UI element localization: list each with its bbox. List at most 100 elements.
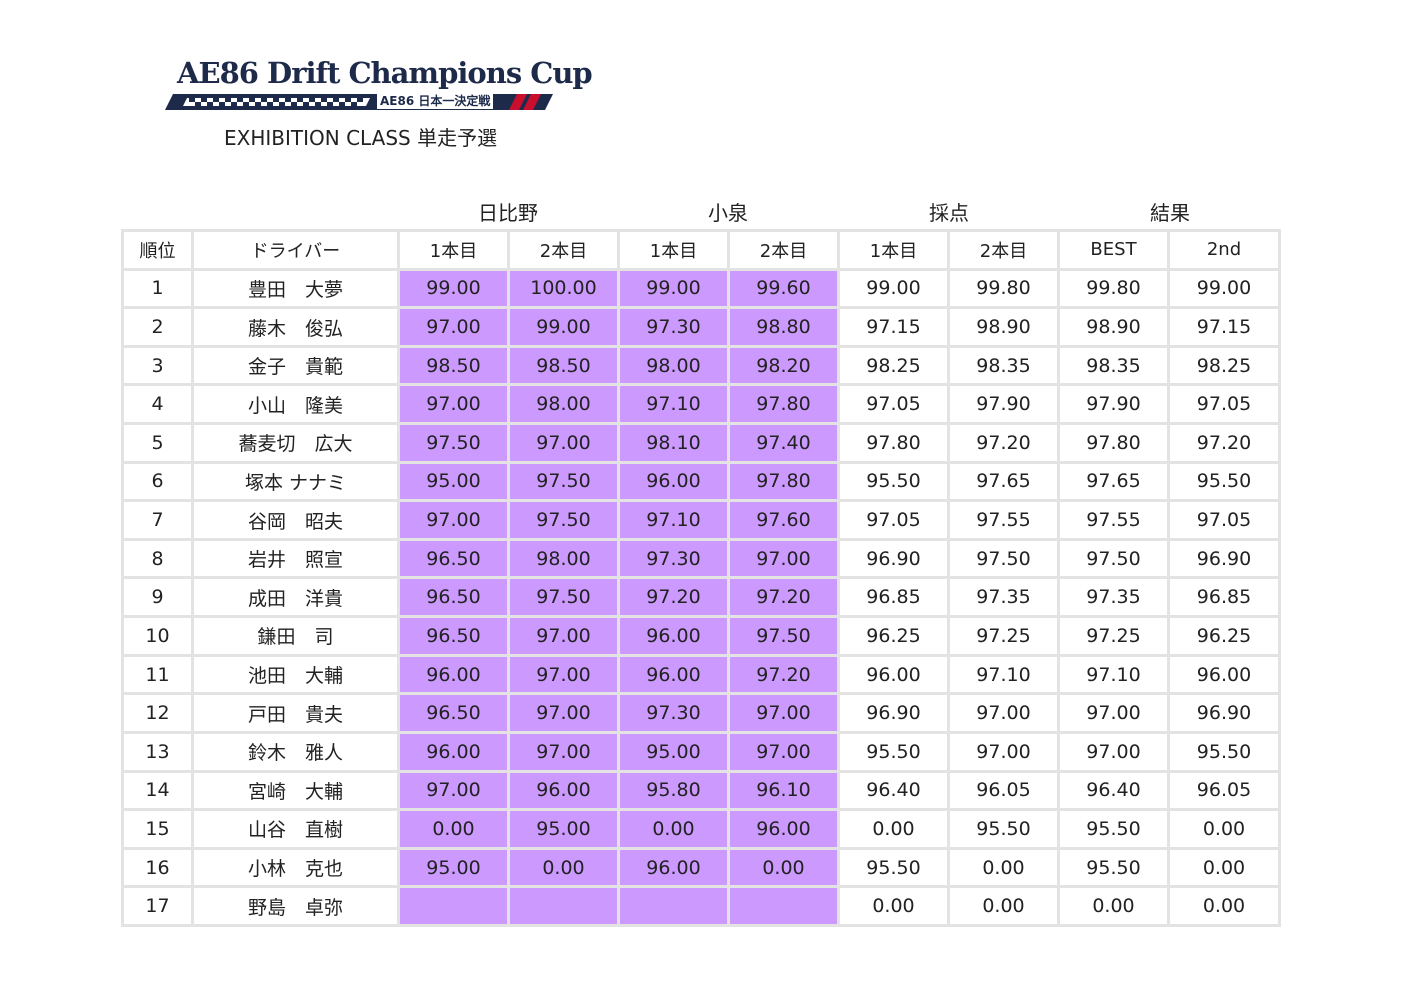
hibino-run1-cell: 95.00 <box>400 849 507 886</box>
score-run2-cell: 99.80 <box>950 270 1057 307</box>
header-score-run2: 2本目 <box>950 232 1057 268</box>
best-cell: 97.65 <box>1060 463 1167 500</box>
score-run1-cell: 96.25 <box>840 618 947 654</box>
koizumi-run1-cell: 96.00 <box>620 618 727 654</box>
score-run1-cell: 96.00 <box>840 656 947 693</box>
driver-cell: 小林 克也 <box>194 849 397 886</box>
header-hibino-run1: 1本目 <box>400 232 507 268</box>
rank-cell: 11 <box>124 656 191 693</box>
score-run1-cell: 96.90 <box>840 695 947 731</box>
driver-cell: 山谷 直樹 <box>194 811 397 847</box>
hibino-run2-cell: 96.00 <box>510 772 617 809</box>
driver-cell: 豊田 大夢 <box>194 270 397 307</box>
rank-cell: 2 <box>124 309 191 345</box>
best-cell: 97.50 <box>1060 540 1167 577</box>
table-row: 8 岩井 照宣 96.50 98.00 97.30 97.00 96.90 97.50 97.5… <box>124 540 1278 577</box>
koizumi-run1-cell: 97.20 <box>620 579 727 616</box>
score-run2-cell: 0.00 <box>950 849 1057 886</box>
koizumi-run1-cell: 97.10 <box>620 386 727 423</box>
header-second: 2nd <box>1170 232 1278 268</box>
hibino-run1-cell: 0.00 <box>400 811 507 847</box>
koizumi-run1-cell: 98.10 <box>620 425 727 461</box>
driver-cell: 野島 卓弥 <box>194 888 397 924</box>
koizumi-run1-cell: 95.80 <box>620 772 727 809</box>
group-label-scoring: 採点 <box>929 201 969 225</box>
koizumi-run2-cell: 97.60 <box>730 502 837 538</box>
driver-cell: 池田 大輔 <box>194 656 397 693</box>
hibino-run2-cell: 98.00 <box>510 540 617 577</box>
rank-cell: 16 <box>124 849 191 886</box>
rank-cell: 14 <box>124 772 191 809</box>
hibino-run1-cell: 95.00 <box>400 463 507 500</box>
score-run1-cell: 99.00 <box>840 270 947 307</box>
best-cell: 96.40 <box>1060 772 1167 809</box>
koizumi-run2-cell: 97.00 <box>730 733 837 770</box>
driver-cell: 藤木 俊弘 <box>194 309 397 345</box>
koizumi-run2-cell: 97.00 <box>730 540 837 577</box>
table-row: 10 鎌田 司 96.50 97.00 96.00 97.50 96.25 97.25 97.2… <box>124 618 1278 654</box>
hibino-run2-cell <box>510 888 617 924</box>
score-run2-cell: 97.20 <box>950 425 1057 461</box>
hibino-run1-cell: 96.50 <box>400 695 507 731</box>
hibino-run2-cell: 98.50 <box>510 347 617 384</box>
score-run2-cell: 96.05 <box>950 772 1057 809</box>
best-cell: 97.00 <box>1060 733 1167 770</box>
score-run1-cell: 97.05 <box>840 502 947 538</box>
score-run1-cell: 97.05 <box>840 386 947 423</box>
score-run2-cell: 97.55 <box>950 502 1057 538</box>
second-cell: 0.00 <box>1170 888 1278 924</box>
group-label-result: 結果 <box>1150 201 1190 225</box>
table-row: 2 藤木 俊弘 97.00 99.00 97.30 98.80 97.15 98.90 98.9… <box>124 309 1278 345</box>
score-run1-cell: 97.15 <box>840 309 947 345</box>
header-hibino-run2: 2本目 <box>510 232 617 268</box>
hibino-run1-cell: 99.00 <box>400 270 507 307</box>
koizumi-run2-cell: 97.20 <box>730 656 837 693</box>
header-rank: 順位 <box>124 232 191 268</box>
rank-cell: 7 <box>124 502 191 538</box>
hibino-run2-cell: 97.00 <box>510 656 617 693</box>
koizumi-run2-cell: 97.80 <box>730 386 837 423</box>
table-row: 16 小林 克也 95.00 0.00 96.00 0.00 95.50 0.00 95.50 0… <box>124 849 1278 886</box>
koizumi-run1-cell: 96.00 <box>620 849 727 886</box>
hibino-run2-cell: 97.00 <box>510 695 617 731</box>
koizumi-run1-cell <box>620 888 727 924</box>
score-run1-cell: 96.40 <box>840 772 947 809</box>
second-cell: 95.50 <box>1170 463 1278 500</box>
best-cell: 99.80 <box>1060 270 1167 307</box>
hibino-run2-cell: 0.00 <box>510 849 617 886</box>
hibino-run2-cell: 97.00 <box>510 618 617 654</box>
table-header-row: 順位 ドライバー 1本目 2本目 1本目 2本目 1本目 2本目 BEST 2n… <box>124 232 1278 268</box>
best-cell: 97.35 <box>1060 579 1167 616</box>
table-row: 7 谷岡 昭夫 97.00 97.50 97.10 97.60 97.05 97.55 97.5… <box>124 502 1278 538</box>
driver-cell: 鎌田 司 <box>194 618 397 654</box>
second-cell: 0.00 <box>1170 849 1278 886</box>
koizumi-run1-cell: 95.00 <box>620 733 727 770</box>
second-cell: 96.05 <box>1170 772 1278 809</box>
hibino-run1-cell: 98.50 <box>400 347 507 384</box>
second-cell: 97.05 <box>1170 502 1278 538</box>
koizumi-run2-cell: 99.60 <box>730 270 837 307</box>
best-cell: 95.50 <box>1060 849 1167 886</box>
table-row: 17 野島 卓弥 0.00 0.00 0.00 0.00 <box>124 888 1278 924</box>
koizumi-run1-cell: 98.00 <box>620 347 727 384</box>
rank-cell: 6 <box>124 463 191 500</box>
koizumi-run2-cell: 96.00 <box>730 811 837 847</box>
best-cell: 97.80 <box>1060 425 1167 461</box>
group-label-koizumi: 小泉 <box>708 201 748 225</box>
koizumi-run1-cell: 97.30 <box>620 540 727 577</box>
driver-cell: 金子 貴範 <box>194 347 397 384</box>
driver-cell: 戸田 貴夫 <box>194 695 397 731</box>
best-cell: 97.00 <box>1060 695 1167 731</box>
rank-cell: 3 <box>124 347 191 384</box>
second-cell: 95.50 <box>1170 733 1278 770</box>
score-run2-cell: 0.00 <box>950 888 1057 924</box>
score-run1-cell: 96.90 <box>840 540 947 577</box>
score-run2-cell: 97.00 <box>950 695 1057 731</box>
logo-subtitle: AE86 日本一決定戦 <box>377 92 494 109</box>
score-run2-cell: 97.35 <box>950 579 1057 616</box>
rank-cell: 13 <box>124 733 191 770</box>
second-cell: 97.05 <box>1170 386 1278 423</box>
score-run2-cell: 98.35 <box>950 347 1057 384</box>
hibino-run1-cell: 96.00 <box>400 733 507 770</box>
rank-cell: 1 <box>124 270 191 307</box>
